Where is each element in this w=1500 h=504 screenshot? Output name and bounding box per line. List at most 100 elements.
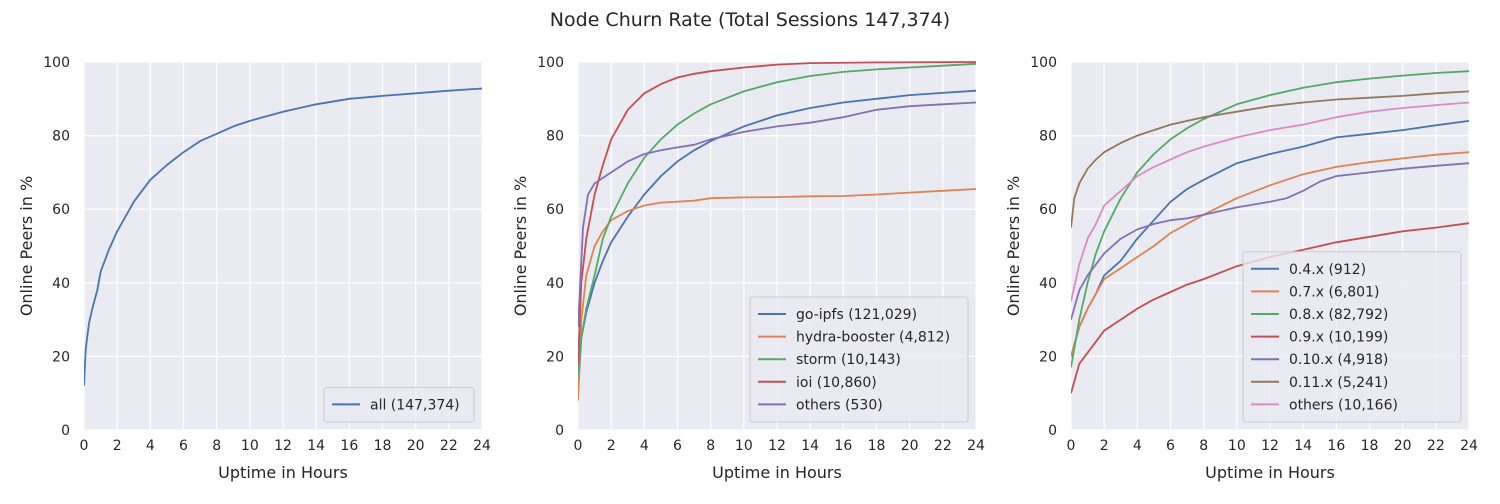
y-tick-label: 0 [61, 423, 70, 439]
x-tick-label: 14 [307, 438, 325, 454]
legend-box [323, 386, 475, 423]
series-line-1 [578, 89, 976, 394]
x-tick-label: 2 [113, 438, 122, 454]
x-tick-label: 14 [1294, 438, 1312, 454]
x-tick-label: 2 [1100, 438, 1109, 454]
y-tick-label: 80 [52, 129, 70, 145]
series-line-3 [578, 62, 976, 375]
chart-panel-1: 0 2 4 6 8 10 12 14 16 18 20 22 24020406080100Uptime … [17, 55, 491, 482]
legend-entry: go-ipfs (121,029) [796, 307, 917, 323]
legend: 0.4.x (912) 0.7.x (6,801) 0.8.x (82,792) 0.… [1242, 251, 1462, 423]
series-line-2 [578, 188, 976, 401]
x-axis-label: Uptime in Hours [218, 463, 348, 482]
x-tick-label: 16 [834, 438, 852, 454]
y-tick-label: 60 [52, 202, 70, 218]
legend-entry: 0.9.x (10,199) [1289, 330, 1388, 346]
series-line-4 [1071, 222, 1469, 394]
series-line-6 [1071, 90, 1469, 228]
y-tick-label: 20 [1039, 349, 1057, 365]
x-tick-label: 16 [340, 438, 358, 454]
x-tick-label: 16 [1327, 438, 1345, 454]
legend-entry: 0.8.x (82,792) [1289, 307, 1388, 323]
legend-entry: others (10,166) [1289, 397, 1398, 413]
series-line-3 [1071, 70, 1469, 368]
x-tick-label: 0 [574, 438, 583, 454]
y-tick-label: 20 [546, 349, 564, 365]
legend-entry: 0.4.x (912) [1289, 262, 1366, 278]
y-axis-label: Online Peers in % [1004, 176, 1023, 316]
legend-entry: storm (10,143) [796, 352, 901, 368]
x-tick-label: 10 [1228, 438, 1246, 454]
x-axis-label: Uptime in Hours [712, 463, 842, 482]
x-tick-label: 18 [374, 438, 392, 454]
x-tick-label: 8 [706, 438, 715, 454]
x-tick-label: 0 [1067, 438, 1076, 454]
series-line-7 [1071, 101, 1469, 302]
x-tick-label: 24 [1460, 438, 1478, 454]
x-tick-label: 24 [967, 438, 985, 454]
y-tick-label: 40 [546, 276, 564, 292]
x-tick-label: 12 [274, 438, 292, 454]
chart-panel-3: 0 2 4 6 8 10 12 14 16 18 20 22 24020406080100Uptime … [1004, 55, 1478, 482]
x-tick-label: 8 [1199, 438, 1208, 454]
x-tick-label: 18 [1361, 438, 1379, 454]
x-tick-label: 4 [640, 438, 649, 454]
legend: go-ipfs (121,029) hydra-booster (4,812) st… [749, 296, 969, 423]
x-tick-label: 12 [768, 438, 786, 454]
y-tick-label: 100 [537, 55, 564, 71]
legend-entry: others (530) [796, 397, 883, 413]
series-line-1 [84, 87, 482, 386]
x-tick-label: 4 [146, 438, 155, 454]
legend-box [1242, 251, 1462, 423]
x-tick-label: 22 [934, 438, 952, 454]
y-axis-label: Online Peers in % [17, 176, 36, 316]
series-line-4 [578, 61, 976, 364]
x-axis-label: Uptime in Hours [1205, 463, 1335, 482]
x-tick-label: 12 [1261, 438, 1279, 454]
y-tick-label: 0 [555, 423, 564, 439]
x-tick-label: 20 [407, 438, 425, 454]
y-tick-label: 100 [43, 55, 70, 71]
y-tick-label: 60 [1039, 202, 1057, 218]
y-tick-label: 80 [1039, 129, 1057, 145]
legend: all (147,374) [323, 386, 475, 423]
x-tick-label: 8 [212, 438, 221, 454]
series-line-2 [1071, 151, 1469, 357]
legend-entry: hydra-booster (4,812) [796, 330, 950, 346]
x-tick-label: 6 [1166, 438, 1175, 454]
x-tick-label: 14 [801, 438, 819, 454]
y-tick-label: 40 [52, 276, 70, 292]
legend-entry: 0.7.x (6,801) [1289, 284, 1379, 300]
x-tick-label: 18 [868, 438, 886, 454]
x-tick-label: 20 [901, 438, 919, 454]
x-tick-label: 0 [80, 438, 89, 454]
y-tick-label: 60 [546, 202, 564, 218]
x-tick-label: 22 [440, 438, 458, 454]
figure-title: Node Churn Rate (Total Sessions 147,374) [550, 9, 950, 31]
x-tick-label: 10 [735, 438, 753, 454]
x-tick-label: 24 [473, 438, 491, 454]
legend-entry: ioi (10,860) [796, 375, 877, 391]
legend-entry: 0.10.x (4,918) [1289, 352, 1388, 368]
x-tick-label: 6 [179, 438, 188, 454]
legend-entry: all (147,374) [370, 397, 460, 413]
y-tick-label: 20 [52, 349, 70, 365]
y-tick-label: 80 [546, 129, 564, 145]
x-tick-label: 6 [673, 438, 682, 454]
x-tick-label: 10 [241, 438, 259, 454]
y-tick-label: 100 [1030, 55, 1057, 71]
chart-panel-2: 0 2 4 6 8 10 12 14 16 18 20 22 24020406080100Uptime … [511, 55, 985, 482]
y-axis-label: Online Peers in % [511, 176, 530, 316]
y-tick-label: 40 [1039, 276, 1057, 292]
x-tick-label: 20 [1394, 438, 1412, 454]
x-tick-label: 4 [1133, 438, 1142, 454]
legend-box [749, 296, 969, 423]
x-tick-label: 2 [607, 438, 616, 454]
x-tick-label: 22 [1427, 438, 1445, 454]
series-line-5 [1071, 162, 1469, 320]
legend-entry: 0.11.x (5,241) [1289, 375, 1388, 391]
y-tick-label: 0 [1048, 423, 1057, 439]
series-line-5 [578, 101, 976, 328]
